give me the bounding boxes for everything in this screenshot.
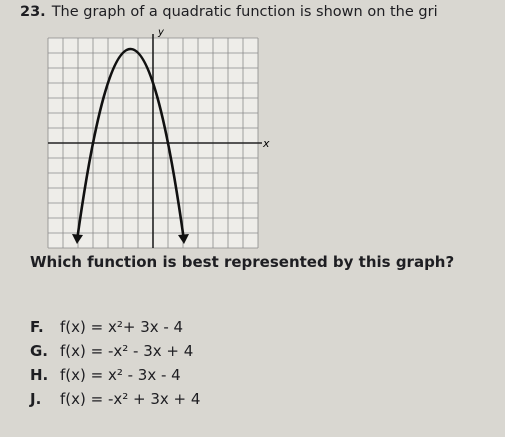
option-letter: F.: [30, 318, 44, 336]
option-letter: J.: [30, 390, 42, 408]
option: G. f(x) = -x² - 3x + 4: [30, 342, 193, 360]
parabola: [75, 47, 186, 241]
option-text: f(x) = -x² - 3x + 4: [60, 342, 194, 360]
option-letter: H.: [30, 366, 49, 384]
question-number: 23.: [20, 4, 46, 20]
option: H. f(x) = x² - 3x - 4: [30, 366, 181, 384]
question-text: The graph of a quadratic function is sho…: [51, 4, 438, 20]
option-letter: G.: [30, 342, 49, 360]
graph: y x: [47, 27, 270, 249]
option: F. f(x) = x²+ 3x - 4: [30, 318, 183, 336]
x-axis-label: x: [262, 137, 270, 150]
prompt: Which function is best represented by th…: [30, 253, 455, 271]
y-axis-label: y: [157, 27, 165, 38]
question: 23. The graph of a quadratic function is …: [20, 4, 438, 20]
option: J. f(x) = -x² + 3x + 4: [30, 390, 200, 408]
option-text: f(x) = x² - 3x - 4: [60, 366, 181, 384]
option-text: f(x) = -x² + 3x + 4: [60, 390, 201, 408]
option-text: f(x) = x²+ 3x - 4: [60, 318, 184, 336]
